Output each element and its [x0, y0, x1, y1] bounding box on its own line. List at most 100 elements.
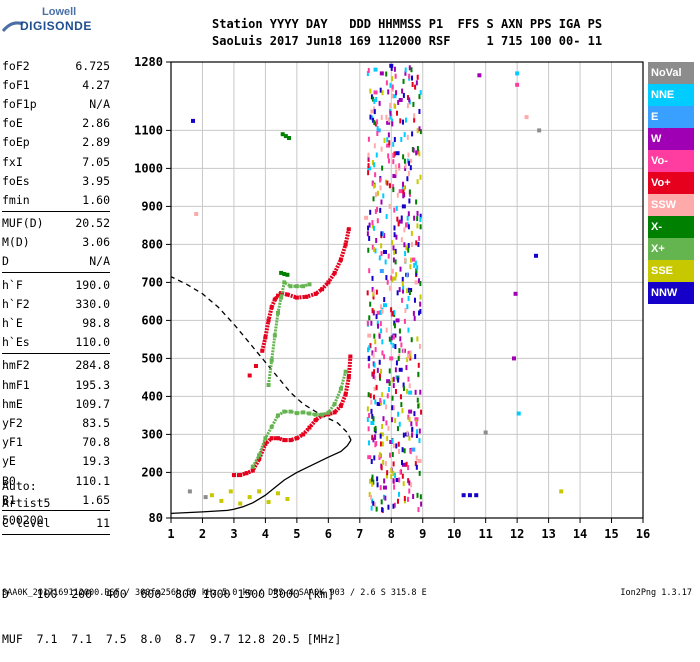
param-value: 2.86 — [82, 116, 110, 131]
interference-point — [412, 493, 415, 499]
interference-point — [373, 502, 376, 508]
interference-point — [398, 348, 401, 354]
interference-point — [418, 470, 421, 476]
interference-point — [393, 66, 396, 72]
interference-point — [391, 438, 394, 444]
interference-point — [374, 434, 377, 440]
interference-point — [396, 290, 399, 296]
interference-point — [408, 416, 411, 422]
interference-point — [392, 152, 395, 158]
interference-point — [392, 257, 395, 263]
interference-point — [376, 131, 379, 137]
param-row: hmF1 195.3 — [2, 375, 110, 394]
interference-point — [371, 435, 374, 441]
param-name: foEp — [2, 135, 30, 150]
interference-point — [405, 222, 408, 228]
interference-point — [402, 284, 405, 290]
artist-version: Artist5 — [2, 496, 51, 510]
interference-point — [415, 199, 418, 205]
interference-point — [376, 119, 379, 125]
interference-point — [410, 230, 413, 236]
param-row: fxI 7.05 — [2, 152, 110, 171]
echo-point-ssw — [524, 115, 529, 120]
param-row: D N/A — [2, 252, 110, 271]
interference-point — [419, 280, 422, 286]
interference-point — [391, 311, 394, 317]
param-row: hmF2 284.8 — [2, 356, 110, 375]
interference-point — [401, 447, 404, 453]
interference-point — [414, 389, 417, 395]
plot-axes: 1 2 3 4 5 6 7 8 9 10 11 12 13 14 15 1680200300400500600… — [134, 55, 650, 541]
y-tick-label: 1280 — [134, 55, 163, 69]
legend-item-e: E — [648, 106, 694, 128]
interference-point — [393, 310, 396, 316]
interference-point — [397, 411, 400, 417]
interference-point — [402, 432, 405, 438]
interference-point — [403, 227, 406, 233]
interference-point — [371, 160, 374, 166]
param-name: B1 — [2, 492, 16, 507]
interference-point — [419, 301, 422, 307]
interference-point — [399, 266, 402, 272]
echo-point-voplus — [253, 364, 258, 368]
param-name: hmF2 — [2, 358, 30, 373]
param-name: B0 — [2, 473, 16, 488]
interference-point — [393, 225, 396, 231]
interference-point — [404, 307, 407, 313]
interference-point — [366, 320, 369, 326]
interference-point — [380, 465, 383, 471]
interference-point — [374, 121, 377, 127]
topside-extrapolation-curve — [170, 276, 352, 441]
interference-point — [392, 334, 395, 340]
interference-point — [385, 404, 388, 410]
interference-point — [375, 237, 378, 243]
legend-item-voplus: Vo+ — [648, 172, 694, 194]
echo-point-e — [379, 269, 384, 273]
footer-info: SAA0K_2017169112000.RSF / 300fx256h 50 k… — [2, 588, 427, 598]
interference-point — [379, 433, 382, 439]
interference-point — [395, 272, 398, 278]
interference-point — [401, 276, 404, 282]
interference-point — [413, 262, 416, 268]
interference-point — [395, 234, 398, 240]
interference-point — [417, 278, 420, 284]
interference-point — [373, 120, 376, 126]
echo-point-xminus — [279, 270, 284, 275]
interference-point — [388, 140, 391, 146]
x-tick-label: 8 — [388, 527, 395, 541]
echo-point-w — [386, 379, 391, 384]
interference-point — [417, 241, 420, 247]
interference-point — [392, 187, 395, 193]
interference-point — [392, 478, 395, 484]
interference-point — [411, 426, 414, 432]
echo-point-vominus — [367, 455, 372, 460]
interference-point — [418, 438, 421, 444]
interference-point — [373, 109, 376, 115]
echo-point-vominus — [414, 417, 419, 422]
logo-line1: Lowell — [42, 6, 77, 18]
muf-value-row: MUF 7.1 7.1 7.5 8.0 8.7 9.7 12.8 20.5 [M… — [2, 632, 342, 646]
echo-point-w — [477, 73, 482, 78]
interference-point — [414, 354, 417, 360]
interference-point — [389, 114, 392, 120]
param-name: C-level — [2, 515, 51, 530]
interference-point — [419, 308, 422, 314]
interference-point — [418, 108, 421, 114]
echo-point-nnw — [382, 250, 387, 254]
echo-point-noval — [203, 495, 208, 500]
interference-point — [393, 207, 396, 213]
interference-point — [372, 416, 375, 422]
interference-point — [416, 336, 419, 342]
polarization-legend: NoVal NNE E W Vo- Vo+ SSW X- X+ SSE NNW — [648, 62, 694, 304]
echo-point-nnw — [389, 63, 394, 68]
param-name: yE — [2, 454, 16, 469]
interference-point — [402, 288, 405, 294]
interference-point — [387, 386, 390, 392]
interference-point — [415, 455, 418, 461]
interference-point — [406, 134, 409, 140]
echo-point-ssw — [364, 215, 369, 220]
interference-point — [371, 477, 374, 483]
interference-point — [407, 247, 410, 253]
interference-point — [373, 333, 376, 339]
interference-point — [401, 408, 404, 414]
